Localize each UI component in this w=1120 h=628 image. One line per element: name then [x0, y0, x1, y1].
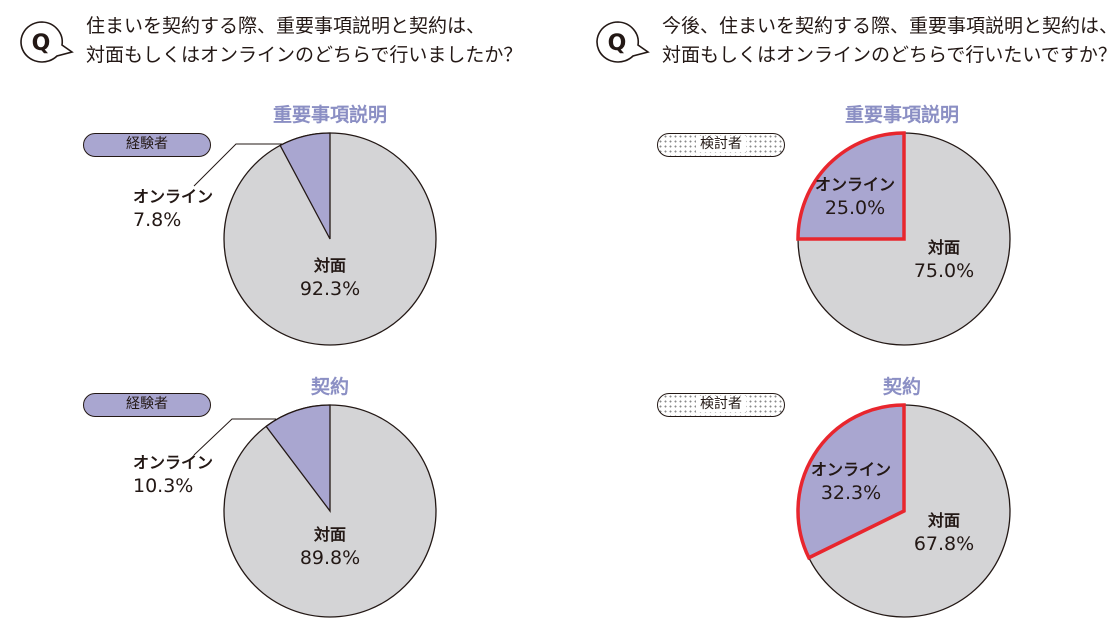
group-badge-experienced: 経験者	[83, 133, 211, 157]
chart-title: 契約	[310, 376, 349, 398]
pie-chart-important-matters-considering	[796, 131, 1011, 346]
question-right: Q 今後、住まいを契約する際、重要事項説明と契約は、 対面もしくはオンラインのど…	[588, 12, 1118, 74]
pie-chart-contract-experienced	[223, 404, 437, 618]
pie-slice-online	[796, 403, 906, 561]
slice-label-online: オンライン 10.3%	[133, 453, 214, 497]
slice-label-online: オンライン 32.3%	[810, 460, 891, 504]
leader-line-online-bottom	[193, 418, 276, 456]
leader-line-online-top	[193, 143, 282, 187]
chart-title: 重要事項説明	[844, 104, 959, 126]
slice-label-online: オンライン 7.8%	[133, 187, 214, 231]
pie-slice-online	[796, 131, 906, 241]
group-badge-experienced: 経験者	[83, 393, 211, 417]
question-text-line1: 住まいを契約する際、重要事項説明と契約は、	[86, 15, 486, 37]
slice-label-face: 対面 75.0%	[913, 238, 975, 282]
question-left: Q 住まいを契約する際、重要事項説明と契約は、 対面もしくはオンラインのどちらで…	[12, 12, 552, 74]
slice-label-face: 対面 67.8%	[913, 511, 975, 555]
badge-label: 検討者	[696, 396, 746, 412]
pie-chart-important-matters-experienced	[223, 132, 437, 346]
question-text-line1: 今後、住まいを契約する際、重要事項説明と契約は、	[662, 15, 1119, 37]
badge-label: 経験者	[126, 136, 168, 152]
badge-label: 経験者	[126, 396, 168, 412]
slice-label-online: オンライン 25.0%	[814, 175, 895, 219]
badge-label: 検討者	[696, 136, 746, 152]
question-icon-letter: Q	[608, 31, 627, 56]
question-bubble-icon: Q	[596, 21, 650, 63]
question-text-line2: 対面もしくはオンラインのどちらで行いたいですか？	[662, 44, 1117, 66]
pie-slice-online	[265, 404, 331, 513]
question-icon-letter: Q	[32, 31, 51, 56]
group-badge-considering: 検討者	[657, 393, 785, 417]
group-badge-considering: 検討者	[657, 133, 785, 157]
chart-title: 契約	[882, 376, 921, 398]
question-text-line2: 対面もしくはオンラインのどちらで行いましたか？	[86, 44, 523, 66]
slice-label-face: 対面 89.8%	[299, 525, 361, 569]
pie-slice-online	[279, 132, 331, 240]
slice-label-face: 対面 92.3%	[299, 256, 361, 300]
chart-title: 重要事項説明	[272, 104, 387, 126]
question-bubble-icon: Q	[20, 21, 74, 63]
pie-chart-contract-considering	[796, 403, 1011, 618]
